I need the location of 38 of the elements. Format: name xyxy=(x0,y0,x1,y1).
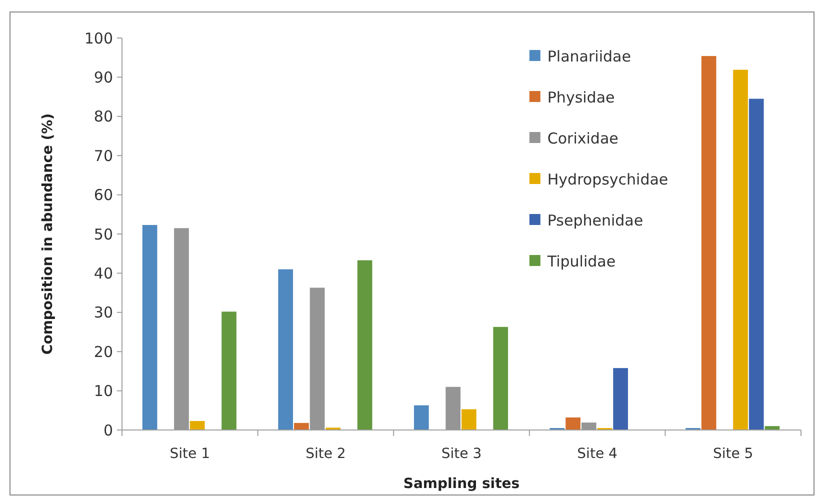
bar xyxy=(733,70,748,430)
legend-label: Planariidae xyxy=(547,47,631,66)
bar xyxy=(748,98,764,430)
bar xyxy=(462,409,476,430)
bar xyxy=(190,420,205,430)
legend-label: Hydropsychidae xyxy=(547,170,668,188)
bar xyxy=(294,422,309,430)
bar xyxy=(142,224,158,430)
y-tick-label: 50 xyxy=(94,225,113,244)
x-tick-label: Site 5 xyxy=(712,446,754,462)
legend-label: Tipulidae xyxy=(546,252,616,270)
y-tick-label: 80 xyxy=(94,108,113,126)
x-tick-label: Site 2 xyxy=(306,446,346,462)
bar xyxy=(414,405,429,430)
bar xyxy=(566,417,580,430)
bar xyxy=(357,260,372,430)
y-tick-label: 60 xyxy=(94,186,113,204)
legend-label: Psephenidae xyxy=(547,211,644,230)
bar xyxy=(613,368,628,430)
bar xyxy=(278,269,294,430)
legend-label: Physidae xyxy=(547,88,615,106)
bar xyxy=(701,56,716,430)
y-tick-label: 0 xyxy=(103,421,113,440)
y-tick-label: 70 xyxy=(94,146,113,165)
y-tick-label: 20 xyxy=(94,342,113,361)
y-tick-label: 100 xyxy=(84,29,113,48)
y-axis-title: Composition in abundance (%) xyxy=(40,113,56,355)
legend-label: Corixidae xyxy=(547,129,618,148)
y-tick-label: 30 xyxy=(94,304,113,322)
x-tick-label: Site 3 xyxy=(441,446,482,462)
y-tick-label: 10 xyxy=(94,382,113,400)
bar xyxy=(222,312,236,430)
x-tick-label: Site 1 xyxy=(170,446,210,462)
x-tick-label: Site 4 xyxy=(577,446,618,462)
x-axis-title: Sampling sites xyxy=(403,476,520,492)
bar xyxy=(493,326,508,430)
y-tick-label: 90 xyxy=(94,68,113,86)
y-tick-label: 40 xyxy=(94,264,113,282)
